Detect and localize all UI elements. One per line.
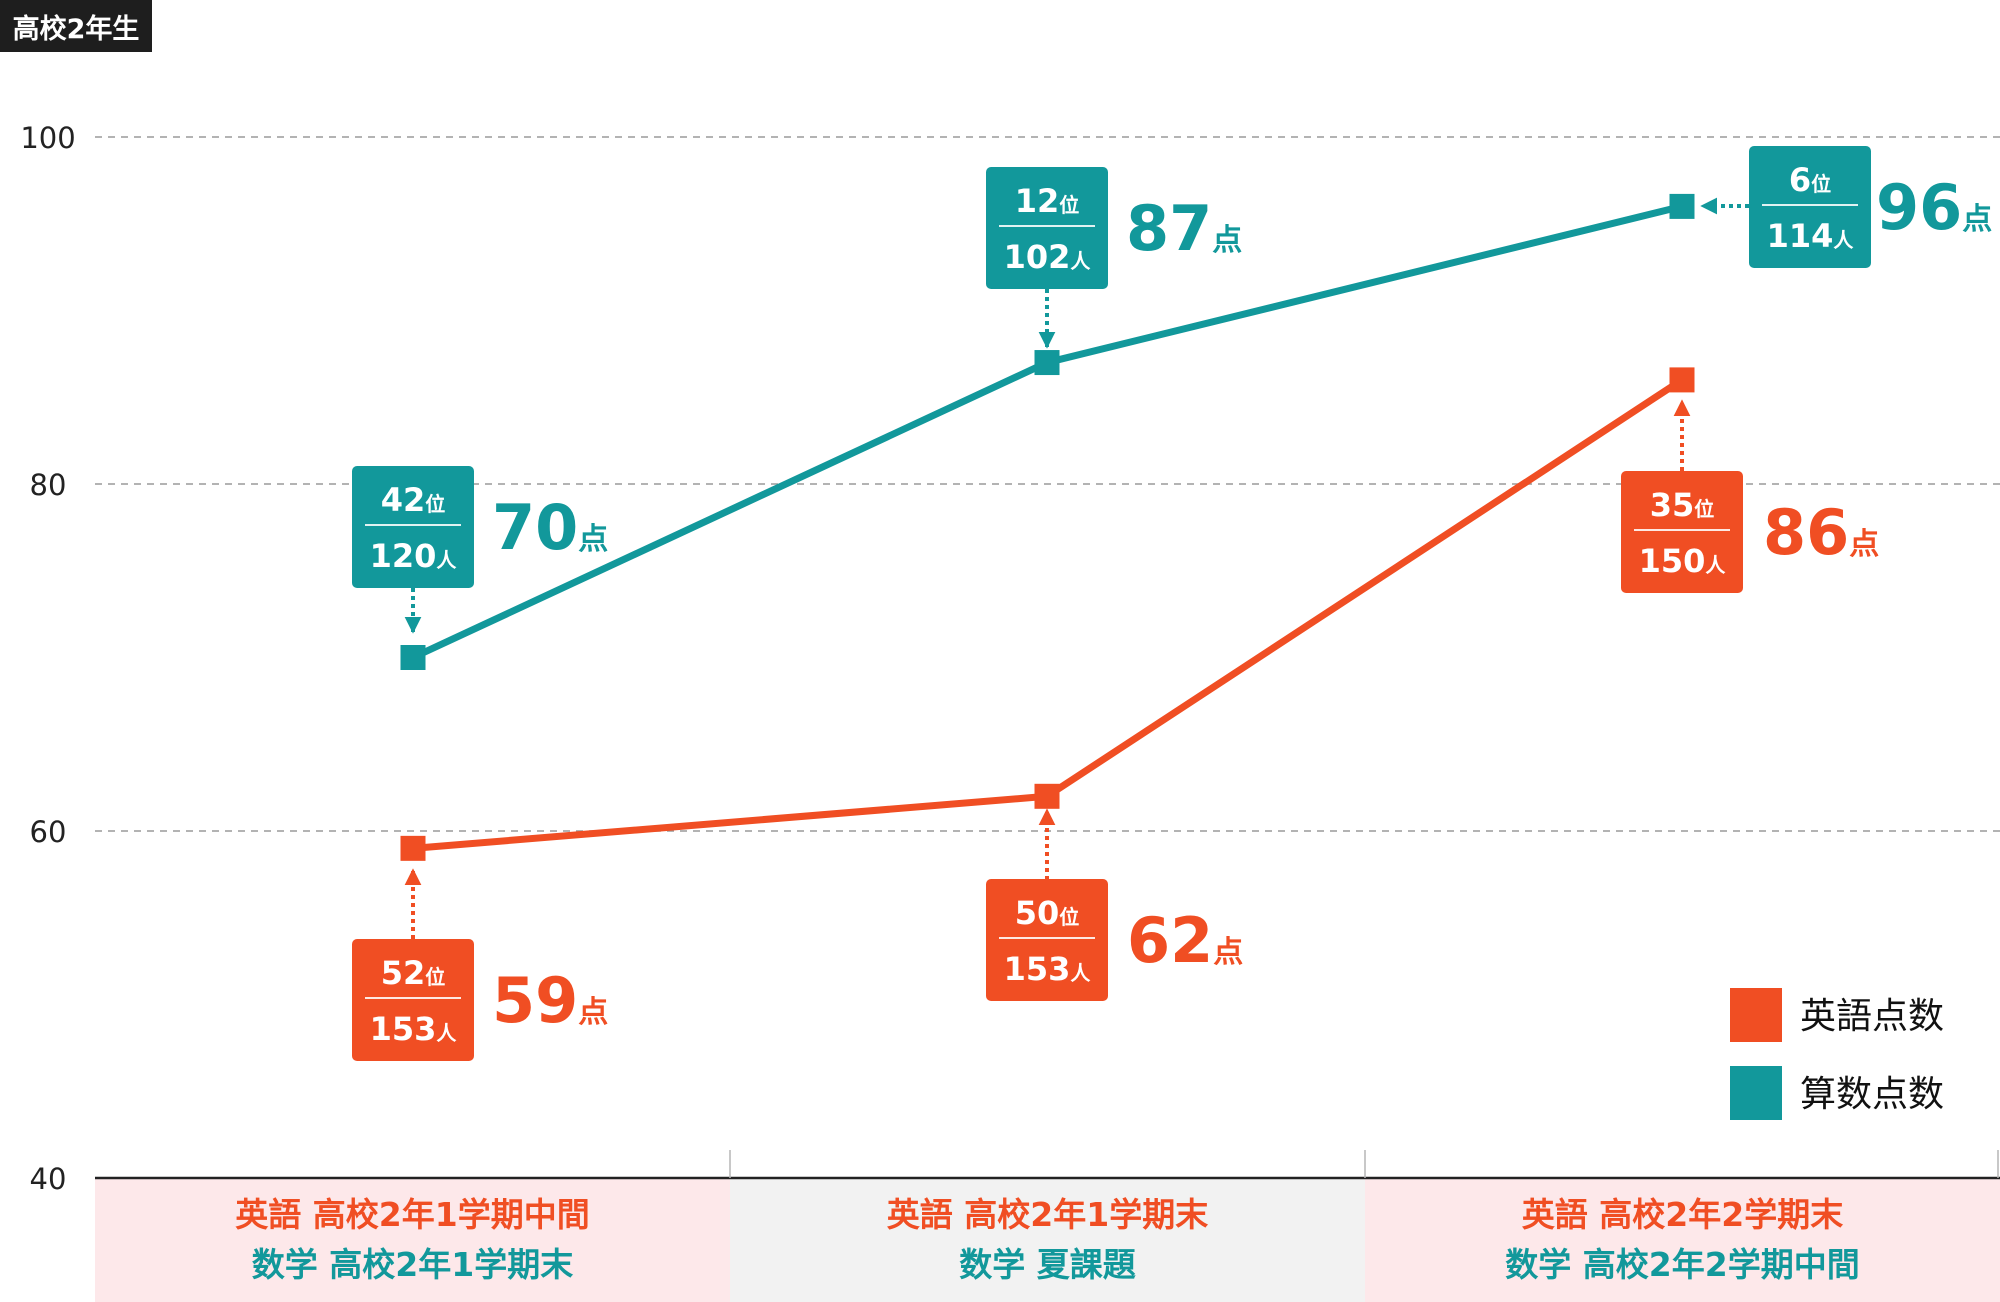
- category-label: 数学 夏課題: [959, 1245, 1136, 1284]
- y-tick-label: 40: [30, 1162, 67, 1196]
- rank-value: 35: [1650, 486, 1695, 524]
- rank-unit: 位: [425, 492, 445, 516]
- english-data-point: [1034, 783, 1060, 809]
- score-value: 70: [492, 491, 578, 564]
- math-total-text: 102人: [1004, 238, 1092, 276]
- score-unit: 点: [578, 522, 608, 557]
- category-label: 数学 高校2年2学期中間: [1505, 1245, 1859, 1284]
- category-label: 数学 高校2年1学期末: [252, 1245, 573, 1284]
- score-value: 96: [1876, 171, 1962, 244]
- legend-item-english: 英語点数: [1730, 988, 1944, 1042]
- total-value: 102: [1004, 238, 1071, 276]
- rank-value: 6: [1789, 161, 1811, 199]
- score-value: 86: [1763, 496, 1849, 569]
- total-unit: 人: [1070, 961, 1091, 985]
- total-value: 153: [1004, 950, 1071, 988]
- english-rank-box: 35位 150人: [1621, 471, 1743, 593]
- english-score-label: 59点: [492, 964, 608, 1037]
- category-label: 英語 高校2年2学期末: [1522, 1195, 1843, 1234]
- english-rank-text: 35位: [1650, 486, 1715, 524]
- score-unit: 点: [1212, 223, 1242, 258]
- english-rank-box: 50位 153人: [986, 879, 1108, 1001]
- math-rank-box: 12位 102人: [986, 167, 1108, 289]
- math-rank-text: 12位: [1015, 182, 1080, 220]
- english-rank-box-bg: [986, 879, 1108, 1001]
- y-tick-label: 100: [20, 121, 75, 155]
- legend-label: 算数点数: [1800, 1074, 1944, 1115]
- category-band-3: [1365, 1178, 2000, 1302]
- math-data-point: [1669, 193, 1695, 219]
- total-unit: 人: [1070, 249, 1091, 273]
- category-label: 英語 高校2年1学期末: [887, 1195, 1208, 1234]
- rank-value: 12: [1015, 182, 1060, 220]
- english-rank-box-bg: [1621, 471, 1743, 593]
- math-total-text: 120人: [370, 537, 458, 575]
- category-label: 英語 高校2年1学期中間: [235, 1195, 589, 1234]
- category-band-2: [730, 1178, 1365, 1302]
- english-series-line: [412, 376, 1684, 852]
- rank-unit: 位: [1694, 497, 1714, 521]
- category-band-1: [95, 1178, 730, 1302]
- english-rank-box: 52位 153人: [352, 939, 474, 1061]
- y-tick-label: 80: [30, 468, 67, 502]
- math-total-text: 114人: [1767, 217, 1855, 255]
- score-unit: 点: [1213, 935, 1243, 970]
- total-unit: 人: [436, 1021, 457, 1045]
- math-rank-box-bg: [352, 466, 474, 588]
- score-unit: 点: [1962, 202, 1992, 237]
- english-score-label: 62点: [1127, 904, 1243, 977]
- score-value: 87: [1126, 192, 1212, 265]
- math-rank-box: 42位 120人: [352, 466, 474, 588]
- math-rank-text: 42位: [381, 481, 446, 519]
- total-value: 120: [370, 537, 437, 575]
- math-score-label: 70点: [492, 491, 608, 564]
- english-rank-box-bg: [352, 939, 474, 1061]
- score-unit: 点: [578, 995, 608, 1030]
- math-rank-text: 6位: [1789, 161, 1831, 199]
- english-score-label: 86点: [1763, 496, 1879, 569]
- english-total-text: 153人: [1004, 950, 1092, 988]
- total-value: 153: [370, 1010, 437, 1048]
- legend-label: 英語点数: [1800, 996, 1944, 1037]
- english-data-point: [400, 835, 426, 861]
- math-score-label: 96点: [1876, 171, 1992, 244]
- rank-unit: 位: [425, 965, 445, 989]
- rank-unit: 位: [1059, 193, 1079, 217]
- y-tick-label: 60: [30, 815, 67, 849]
- score-value: 62: [1127, 904, 1213, 977]
- math-rank-box-bg: [1749, 146, 1871, 268]
- legend-item-math: 算数点数: [1730, 1066, 1944, 1120]
- math-data-point: [400, 645, 426, 670]
- math-rank-box-bg: [986, 167, 1108, 289]
- english-total-text: 150人: [1639, 542, 1727, 580]
- math-score-label: 87点: [1126, 192, 1242, 265]
- rank-value: 42: [381, 481, 426, 519]
- english-rank-text: 52位: [381, 954, 446, 992]
- total-value: 150: [1639, 542, 1706, 580]
- rank-unit: 位: [1811, 172, 1831, 196]
- score-value: 59: [492, 964, 578, 1037]
- english-rank-text: 50位: [1015, 894, 1080, 932]
- total-unit: 人: [1833, 228, 1854, 252]
- legend-swatch: [1730, 988, 1782, 1042]
- rank-value: 50: [1015, 894, 1060, 932]
- math-data-point: [1034, 350, 1060, 376]
- rank-value: 52: [381, 954, 426, 992]
- legend-swatch: [1730, 1066, 1782, 1120]
- total-value: 114: [1767, 217, 1834, 255]
- total-unit: 人: [1705, 553, 1726, 577]
- grade-label: 高校2年生: [0, 0, 152, 52]
- total-unit: 人: [436, 548, 457, 572]
- score-unit: 点: [1849, 527, 1879, 562]
- english-data-point: [1669, 367, 1695, 393]
- rank-unit: 位: [1059, 905, 1079, 929]
- english-total-text: 153人: [370, 1010, 458, 1048]
- math-rank-box: 6位 114人: [1749, 146, 1871, 268]
